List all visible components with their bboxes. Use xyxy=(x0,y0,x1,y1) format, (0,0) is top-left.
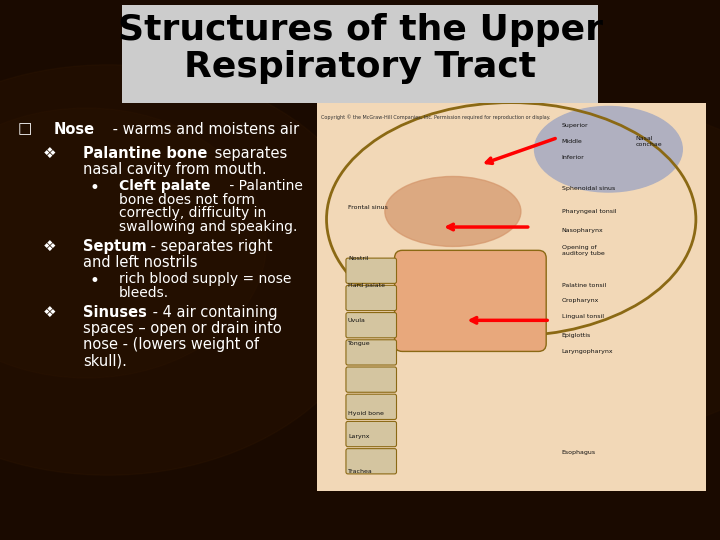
FancyBboxPatch shape xyxy=(346,313,397,338)
Text: •: • xyxy=(90,179,100,197)
FancyBboxPatch shape xyxy=(346,340,397,365)
Text: rich blood supply = nose: rich blood supply = nose xyxy=(119,272,291,286)
Text: Epiglottis: Epiglottis xyxy=(562,333,591,339)
Text: Esophagus: Esophagus xyxy=(562,450,596,455)
Text: - warms and moistens air: - warms and moistens air xyxy=(108,122,299,137)
Ellipse shape xyxy=(534,106,683,192)
Text: Palantine bone: Palantine bone xyxy=(83,146,207,161)
Text: separates: separates xyxy=(210,146,287,161)
Text: bone does not form: bone does not form xyxy=(119,193,255,207)
Text: - separates right: - separates right xyxy=(146,239,273,254)
Text: Nose: Nose xyxy=(54,122,95,137)
Text: Sinuses: Sinuses xyxy=(83,305,147,320)
Text: Copyright © the McGraw-Hill Companies, Inc. Permission required for reproduction: Copyright © the McGraw-Hill Companies, I… xyxy=(320,114,550,120)
Text: •: • xyxy=(90,272,100,290)
FancyBboxPatch shape xyxy=(346,367,397,392)
Text: Uvula: Uvula xyxy=(348,318,366,323)
Text: nasal cavity from mouth.: nasal cavity from mouth. xyxy=(83,162,266,177)
Ellipse shape xyxy=(385,177,521,246)
Circle shape xyxy=(0,108,266,378)
Text: Structures of the Upper: Structures of the Upper xyxy=(117,13,603,46)
Text: Nasopharynx: Nasopharynx xyxy=(562,228,603,233)
Text: - 4 air containing: - 4 air containing xyxy=(148,305,277,320)
Text: Sphenoidal sinus: Sphenoidal sinus xyxy=(562,186,615,191)
Text: Oropharynx: Oropharynx xyxy=(562,299,599,303)
Text: Larynx: Larynx xyxy=(348,435,369,440)
Text: ❖: ❖ xyxy=(43,305,57,320)
FancyBboxPatch shape xyxy=(346,285,397,310)
Text: □: □ xyxy=(18,122,32,137)
Text: Opening of
auditory tube: Opening of auditory tube xyxy=(562,245,605,256)
Text: skull).: skull). xyxy=(83,353,127,368)
Circle shape xyxy=(396,108,720,432)
Text: Septum: Septum xyxy=(83,239,147,254)
FancyBboxPatch shape xyxy=(346,449,397,474)
Text: Hyoid bone: Hyoid bone xyxy=(348,411,384,416)
Text: Lingual tonsil: Lingual tonsil xyxy=(562,314,604,319)
Text: spaces – open or drain into: spaces – open or drain into xyxy=(83,321,282,336)
Text: bleeds.: bleeds. xyxy=(119,286,169,300)
Text: Pharyngeal tonsil: Pharyngeal tonsil xyxy=(562,209,616,214)
Circle shape xyxy=(0,65,382,475)
Text: Laryngopharynx: Laryngopharynx xyxy=(562,349,613,354)
Text: Nostril: Nostril xyxy=(348,255,369,261)
Text: Frontal sinus: Frontal sinus xyxy=(348,205,388,210)
Text: Trachea: Trachea xyxy=(348,469,373,475)
FancyBboxPatch shape xyxy=(346,258,397,284)
FancyBboxPatch shape xyxy=(346,394,397,420)
Text: Respiratory Tract: Respiratory Tract xyxy=(184,51,536,84)
Text: nose - (lowers weight of: nose - (lowers weight of xyxy=(83,337,258,352)
Text: ❖: ❖ xyxy=(43,146,57,161)
Text: Cleft palate: Cleft palate xyxy=(119,179,210,193)
Text: Nasal
conchae: Nasal conchae xyxy=(636,136,662,147)
Text: Hard palate: Hard palate xyxy=(348,283,385,288)
Text: correctly, difficulty in: correctly, difficulty in xyxy=(119,206,266,220)
Text: Palatine tonsil: Palatine tonsil xyxy=(562,283,606,288)
Text: Superior: Superior xyxy=(562,124,588,129)
FancyBboxPatch shape xyxy=(346,421,397,447)
Text: and left nostrils: and left nostrils xyxy=(83,255,197,270)
Text: Inferior: Inferior xyxy=(562,154,585,159)
FancyBboxPatch shape xyxy=(122,5,598,103)
Text: ❖: ❖ xyxy=(43,239,57,254)
Text: - Palantine: - Palantine xyxy=(225,179,303,193)
Text: Middle: Middle xyxy=(562,139,582,144)
Text: swallowing and speaking.: swallowing and speaking. xyxy=(119,220,297,234)
Text: Tongue: Tongue xyxy=(348,341,371,346)
FancyBboxPatch shape xyxy=(395,251,546,352)
